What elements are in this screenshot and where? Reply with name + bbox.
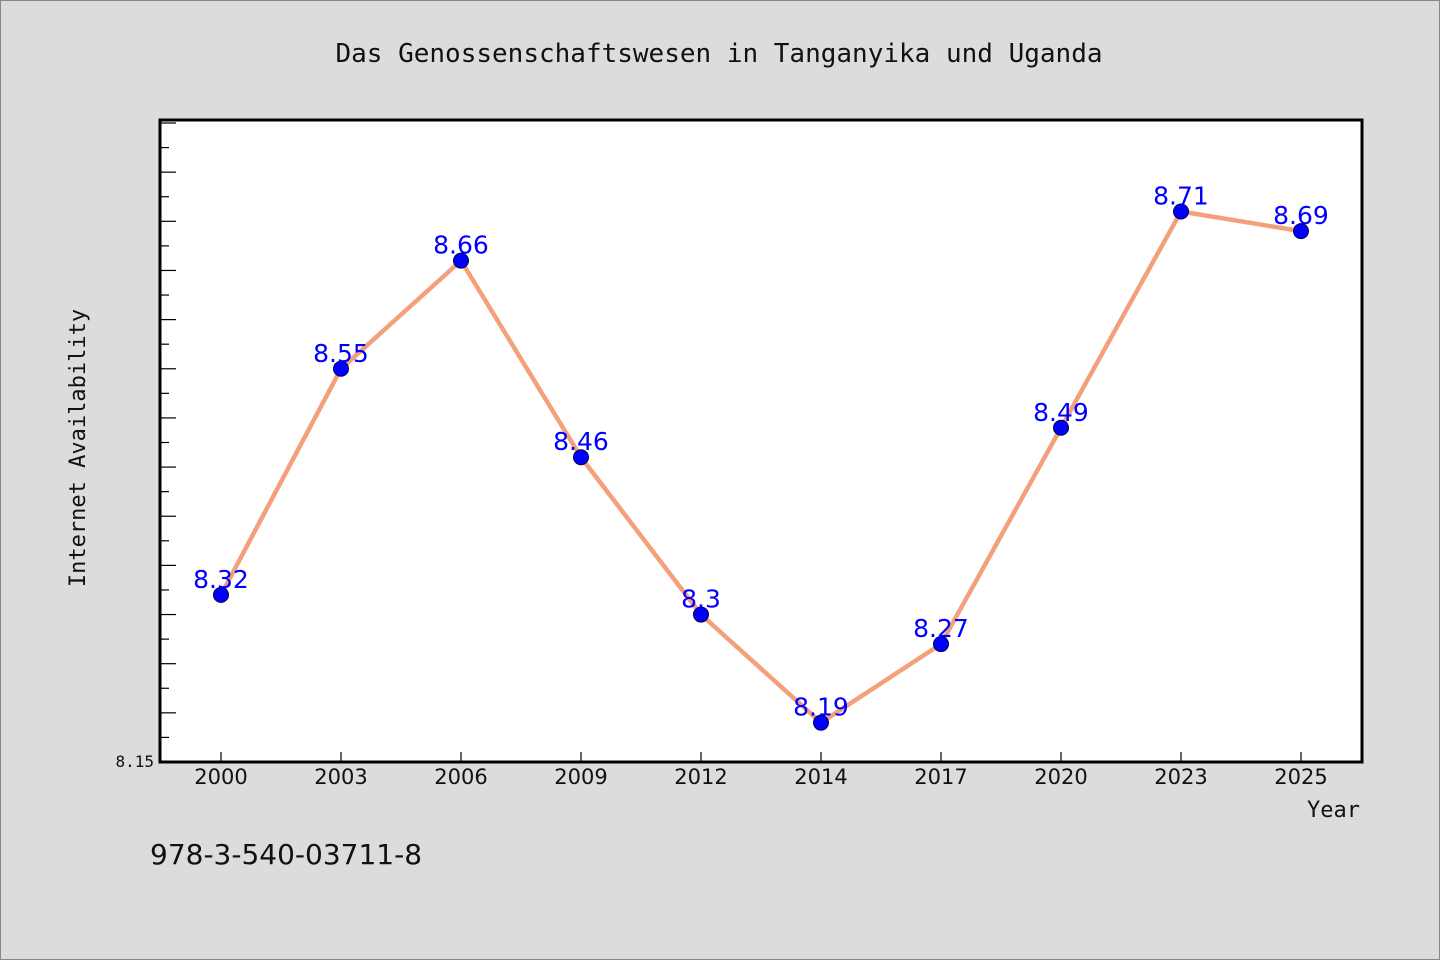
data-point xyxy=(933,636,949,653)
x-tick-label: 2003 xyxy=(314,765,367,789)
data-label: 8.3 xyxy=(681,585,721,614)
isbn-text: 978-3-540-03711-8 xyxy=(150,838,422,871)
data-point xyxy=(813,714,829,731)
data-label: 8.66 xyxy=(433,231,489,260)
chart-title: Das Genossenschaftswesen in Tanganyika u… xyxy=(335,39,1102,69)
data-point xyxy=(693,606,709,623)
x-tick-label: 2006 xyxy=(434,765,487,789)
y-axis-label: Internet Availability xyxy=(66,309,91,587)
data-labels: 8.32 8.55 8.66 8.46 8.3 8.19 8.27 8.49 8.71 8.69 xyxy=(193,181,1329,721)
x-tick-label: 2017 xyxy=(914,765,967,789)
x-axis-label: Year xyxy=(1307,798,1360,823)
data-point xyxy=(213,586,229,603)
y-min-tick-label: 8.15 xyxy=(115,752,154,771)
data-label: 8.71 xyxy=(1153,181,1209,210)
data-point xyxy=(1053,419,1069,436)
x-tick-label: 2012 xyxy=(674,765,727,789)
x-axis-ticks xyxy=(220,752,1302,762)
x-tick-label: 2000 xyxy=(194,765,247,789)
data-point xyxy=(333,360,349,377)
data-point xyxy=(453,252,469,269)
data-point xyxy=(1293,223,1309,240)
data-label: 8.27 xyxy=(913,614,969,643)
data-point xyxy=(1173,203,1189,220)
series-line xyxy=(219,209,1302,725)
data-point xyxy=(573,449,589,466)
data-label: 8.69 xyxy=(1273,201,1329,230)
data-label: 8.49 xyxy=(1033,398,1089,427)
x-axis-tick-labels: 2000 2003 2006 2009 2012 2014 2017 2020 2023 2025 xyxy=(194,765,1327,789)
x-tick-label: 2020 xyxy=(1034,765,1087,789)
series-markers xyxy=(213,203,1309,731)
x-tick-label: 2023 xyxy=(1154,765,1207,789)
data-label: 8.32 xyxy=(193,565,249,594)
data-label: 8.55 xyxy=(313,339,369,368)
plot-area xyxy=(158,118,1364,764)
x-tick-label: 2025 xyxy=(1274,765,1327,789)
data-label: 8.19 xyxy=(793,693,849,722)
data-label: 8.46 xyxy=(553,427,609,456)
y-axis-ticks xyxy=(160,122,176,739)
x-tick-label: 2014 xyxy=(794,765,847,789)
x-tick-label: 2009 xyxy=(554,765,607,789)
